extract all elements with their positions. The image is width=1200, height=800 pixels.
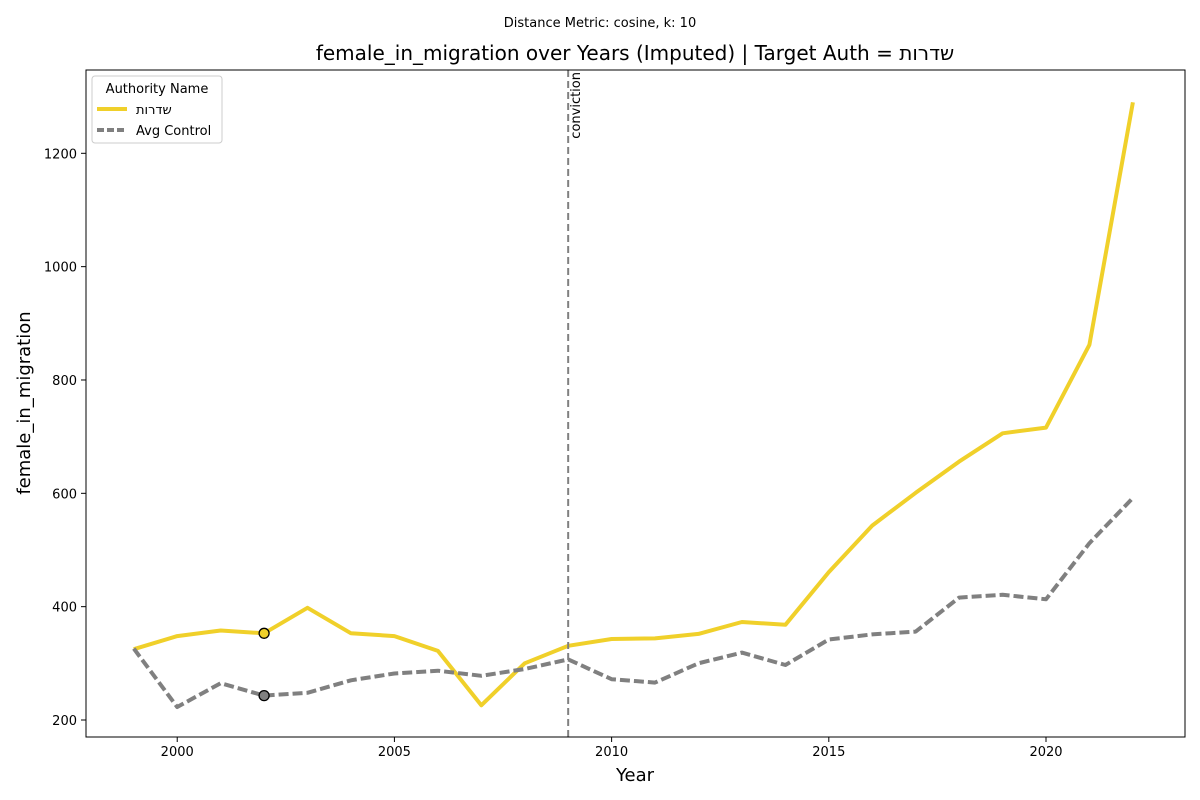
- y-tick-label: 1000: [44, 261, 77, 276]
- x-tick-label: 2020: [1029, 745, 1062, 760]
- legend: Authority Name שדרות Avg Control: [91, 75, 223, 144]
- y-tick-label: 800: [52, 374, 77, 389]
- y-tick-label: 600: [52, 487, 77, 502]
- x-tick-label: 2015: [812, 745, 845, 760]
- highlight-point-0: [258, 627, 270, 639]
- x-tick-label: 2005: [378, 745, 411, 760]
- y-tick-label: 200: [52, 714, 77, 729]
- legend-box: [91, 75, 223, 144]
- x-axis-title: Year: [615, 765, 655, 786]
- y-tick-label: 1200: [44, 147, 77, 162]
- y-tick-label: 400: [52, 601, 77, 616]
- legend-title: Authority Name: [106, 82, 209, 97]
- legend-label-target: שדרות: [136, 103, 172, 118]
- x-tick-label: 2000: [161, 745, 194, 760]
- highlight-point-1: [258, 689, 270, 702]
- series-line-1: [132, 496, 1135, 709]
- chart-title: female_in_migration over Years (Imputed)…: [316, 41, 954, 65]
- y-axis-title: female_in_migration: [14, 311, 35, 494]
- legend-label-control: Avg Control: [136, 124, 211, 139]
- axes-frame: [85, 69, 1186, 738]
- chart-suptitle: Distance Metric: cosine, k: 10: [504, 16, 696, 31]
- plot-area: conviction 2000 2005 2010 2015 2020 200 400 600 8…: [44, 69, 1186, 760]
- x-tick-label: 2010: [595, 745, 628, 760]
- vline-label: conviction: [569, 72, 584, 139]
- series-line-0: [133, 101, 1135, 708]
